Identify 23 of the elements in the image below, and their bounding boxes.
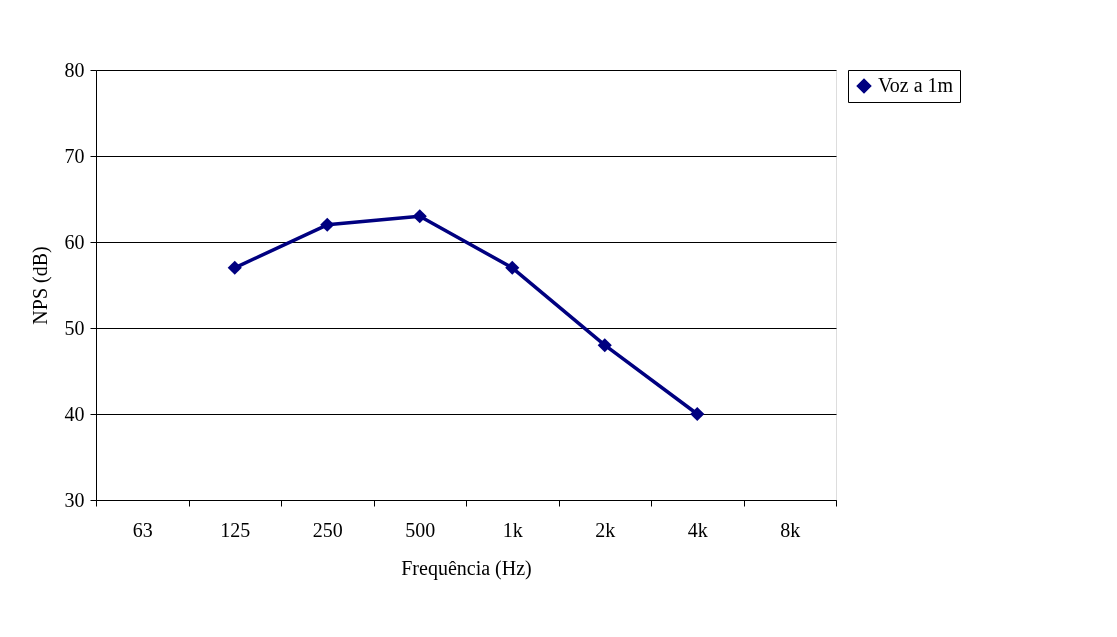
point: [690, 406, 705, 422]
point: [227, 260, 242, 275]
x-tick-label: 250: [312, 518, 343, 541]
y-tick-label: 50: [64, 316, 85, 339]
y-tick-label: 60: [64, 230, 85, 253]
x-tick-label: 500: [405, 518, 436, 541]
legend-label: Voz a 1m: [878, 74, 954, 96]
x-tick-label: 4k: [687, 518, 708, 541]
x-tick-label: 1k: [502, 518, 523, 541]
x-tick-label: 2k: [595, 518, 616, 541]
y-tick-label: 30: [64, 488, 85, 511]
point: [597, 338, 612, 353]
y-tick-label: 40: [64, 402, 85, 425]
x-tick-label: 63: [132, 518, 153, 541]
y-tick-label: 80: [64, 58, 85, 81]
x-tick-label: 8k: [780, 518, 801, 541]
point: [320, 217, 335, 232]
y-axis-title: NPS (dB): [28, 246, 52, 325]
point: [412, 209, 427, 224]
x-axis-title: Frequência (Hz): [401, 556, 532, 580]
y-tick-label: 70: [64, 144, 85, 167]
x-tick-label: 125: [220, 518, 251, 541]
point: [505, 260, 520, 275]
